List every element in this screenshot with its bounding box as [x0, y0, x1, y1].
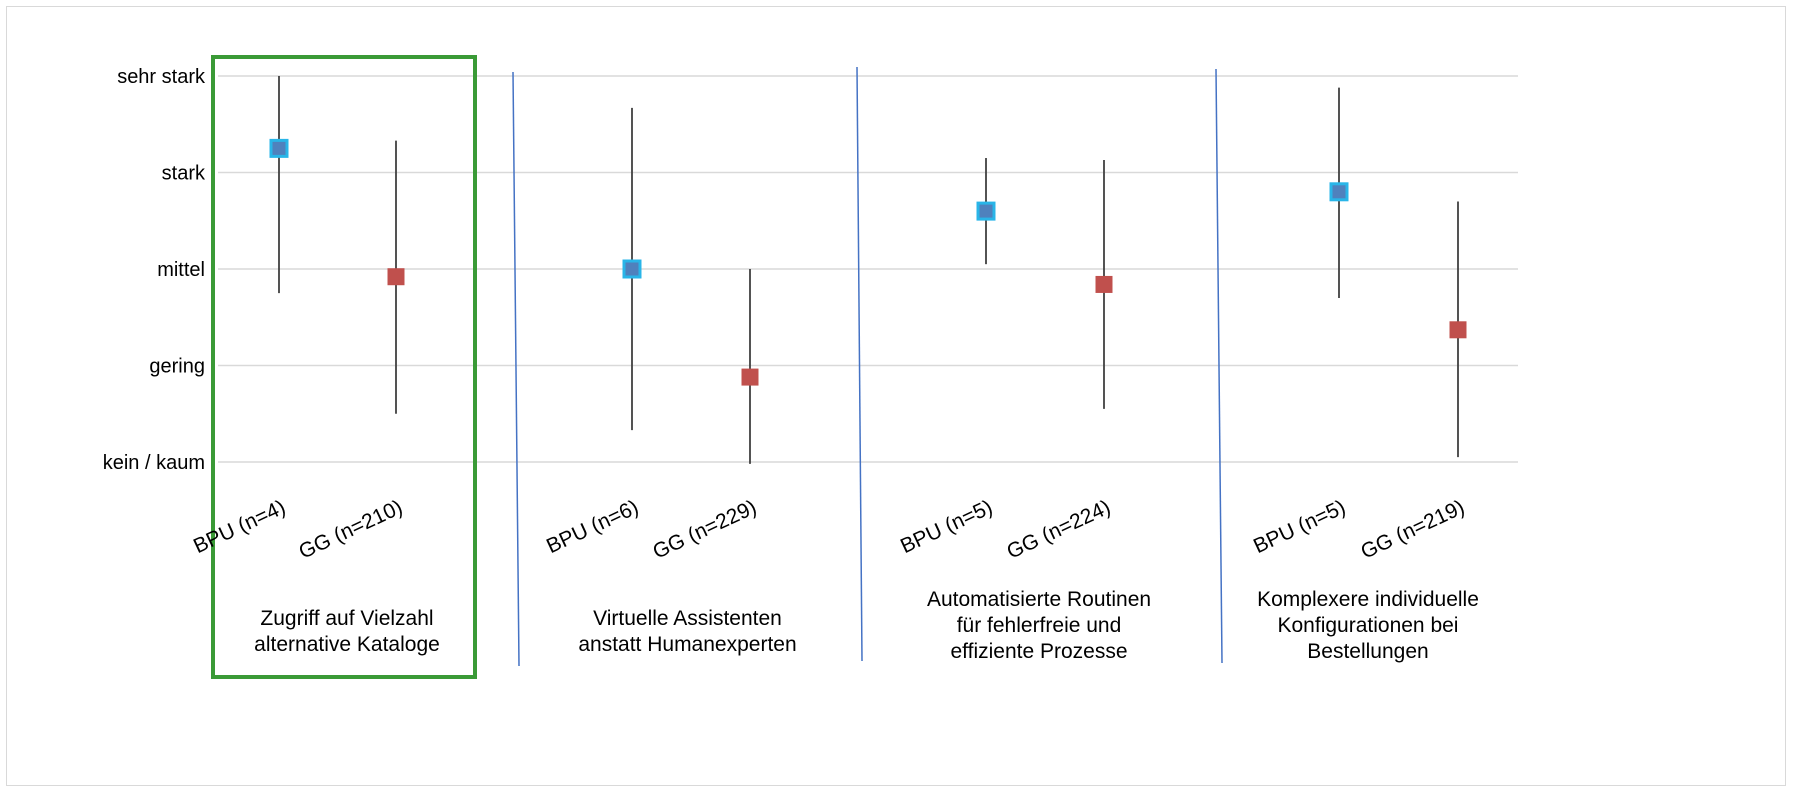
group-labels: Zugriff auf Vielzahl alternative Kataloge… [254, 588, 1479, 663]
y-tick-label: sehr stark [117, 66, 206, 88]
group-label: effiziente Prozesse [950, 640, 1127, 663]
marker-gg [1449, 321, 1467, 339]
x-axis-labels: BPU (n=4) GG (n=210) BPU (n=6) GG (n=229) BP… [190, 496, 1468, 564]
gridlines [218, 75, 1518, 463]
y-tick-label: mittel [157, 259, 205, 281]
x-tick-label: GG (n=229) [649, 496, 760, 564]
x-tick-label: GG (n=224) [1003, 496, 1114, 564]
group-separators [512, 66, 1223, 667]
group-label: Virtuelle Assistenten [593, 607, 782, 630]
group-label: Automatisierte Routinen [927, 588, 1151, 611]
y-tick-label: kein / kaum [103, 452, 205, 474]
highlight-box-layer [211, 55, 477, 679]
x-tick-label: BPU (n=4) [190, 496, 289, 559]
x-tick-label: BPU (n=5) [897, 496, 996, 559]
whiskers [278, 76, 1459, 464]
marker-gg [1095, 275, 1113, 293]
marker-bpu [622, 259, 642, 279]
y-axis-labels: kein / kaum gering mittel stark sehr stark [103, 66, 206, 474]
group-label: anstatt Humanexperten [578, 633, 796, 656]
marker-bpu [1329, 182, 1349, 202]
marker-bpu [976, 201, 996, 221]
group-label: für fehlerfreie und [957, 614, 1122, 637]
group-label: Komplexere individuelle [1257, 588, 1479, 611]
highlight-box [211, 55, 477, 679]
x-tick-label: BPU (n=5) [1250, 496, 1349, 559]
group-label: Zugriff auf Vielzahl [260, 607, 433, 630]
group-separator [1215, 68, 1223, 664]
group-label: Konfigurationen bei [1278, 614, 1459, 637]
markers [269, 138, 1467, 386]
x-tick-label: BPU (n=6) [543, 496, 642, 559]
group-label: alternative Kataloge [254, 633, 440, 656]
marker-bpu [269, 138, 289, 158]
y-tick-label: stark [162, 163, 206, 185]
marker-gg [741, 368, 759, 386]
group-label: Bestellungen [1307, 640, 1428, 663]
x-tick-label: GG (n=210) [295, 496, 406, 564]
group-separator [512, 71, 520, 667]
y-tick-label: gering [149, 356, 205, 378]
group-separator [856, 66, 863, 662]
marker-gg [387, 268, 405, 286]
x-tick-label: GG (n=219) [1357, 496, 1468, 564]
